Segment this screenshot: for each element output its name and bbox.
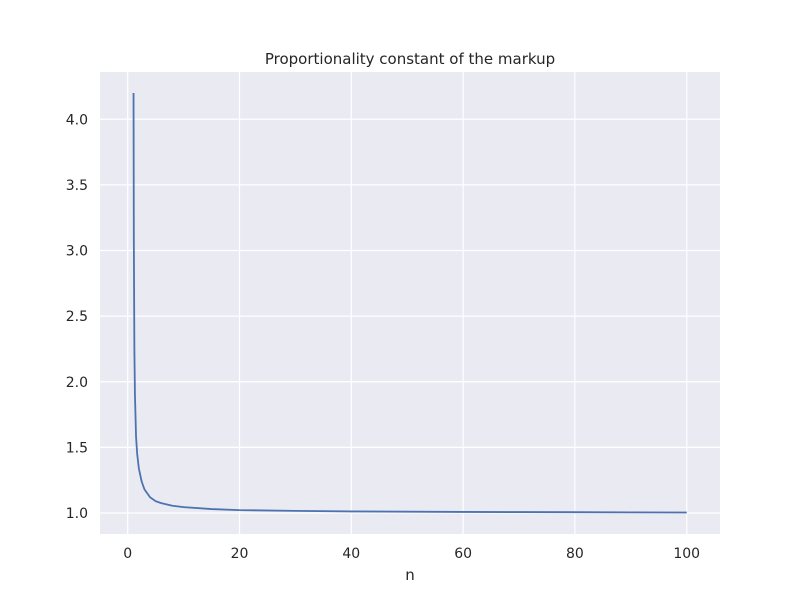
plot-area (100, 72, 720, 534)
y-tick-label: 1.0 (66, 506, 88, 522)
x-tick-label: 40 (342, 546, 360, 562)
x-tick-label: 0 (123, 546, 132, 562)
y-tick-label: 4.0 (66, 112, 88, 128)
y-tick-label: 3.0 (66, 244, 88, 260)
series-lines (132, 92, 687, 514)
series-line (132, 92, 687, 514)
tick-labels: 0 20 40 60 80 100 1.0 1.5 2.0 2.5 3.0 3.5 4.0 (66, 112, 700, 562)
x-tick-label: 20 (231, 546, 249, 562)
y-tick-label: 3.5 (66, 178, 88, 194)
chart-title: Proportionality constant of the markup (265, 50, 555, 68)
y-tick-label: 2.0 (66, 375, 88, 391)
y-tick-label: 2.5 (66, 309, 88, 325)
x-axis-label: n (405, 566, 415, 584)
x-tick-label: 100 (673, 546, 700, 562)
x-tick-label: 60 (454, 546, 472, 562)
x-tick-label: 80 (566, 546, 584, 562)
grid-lines (100, 72, 720, 534)
y-tick-label: 1.5 (66, 440, 88, 456)
